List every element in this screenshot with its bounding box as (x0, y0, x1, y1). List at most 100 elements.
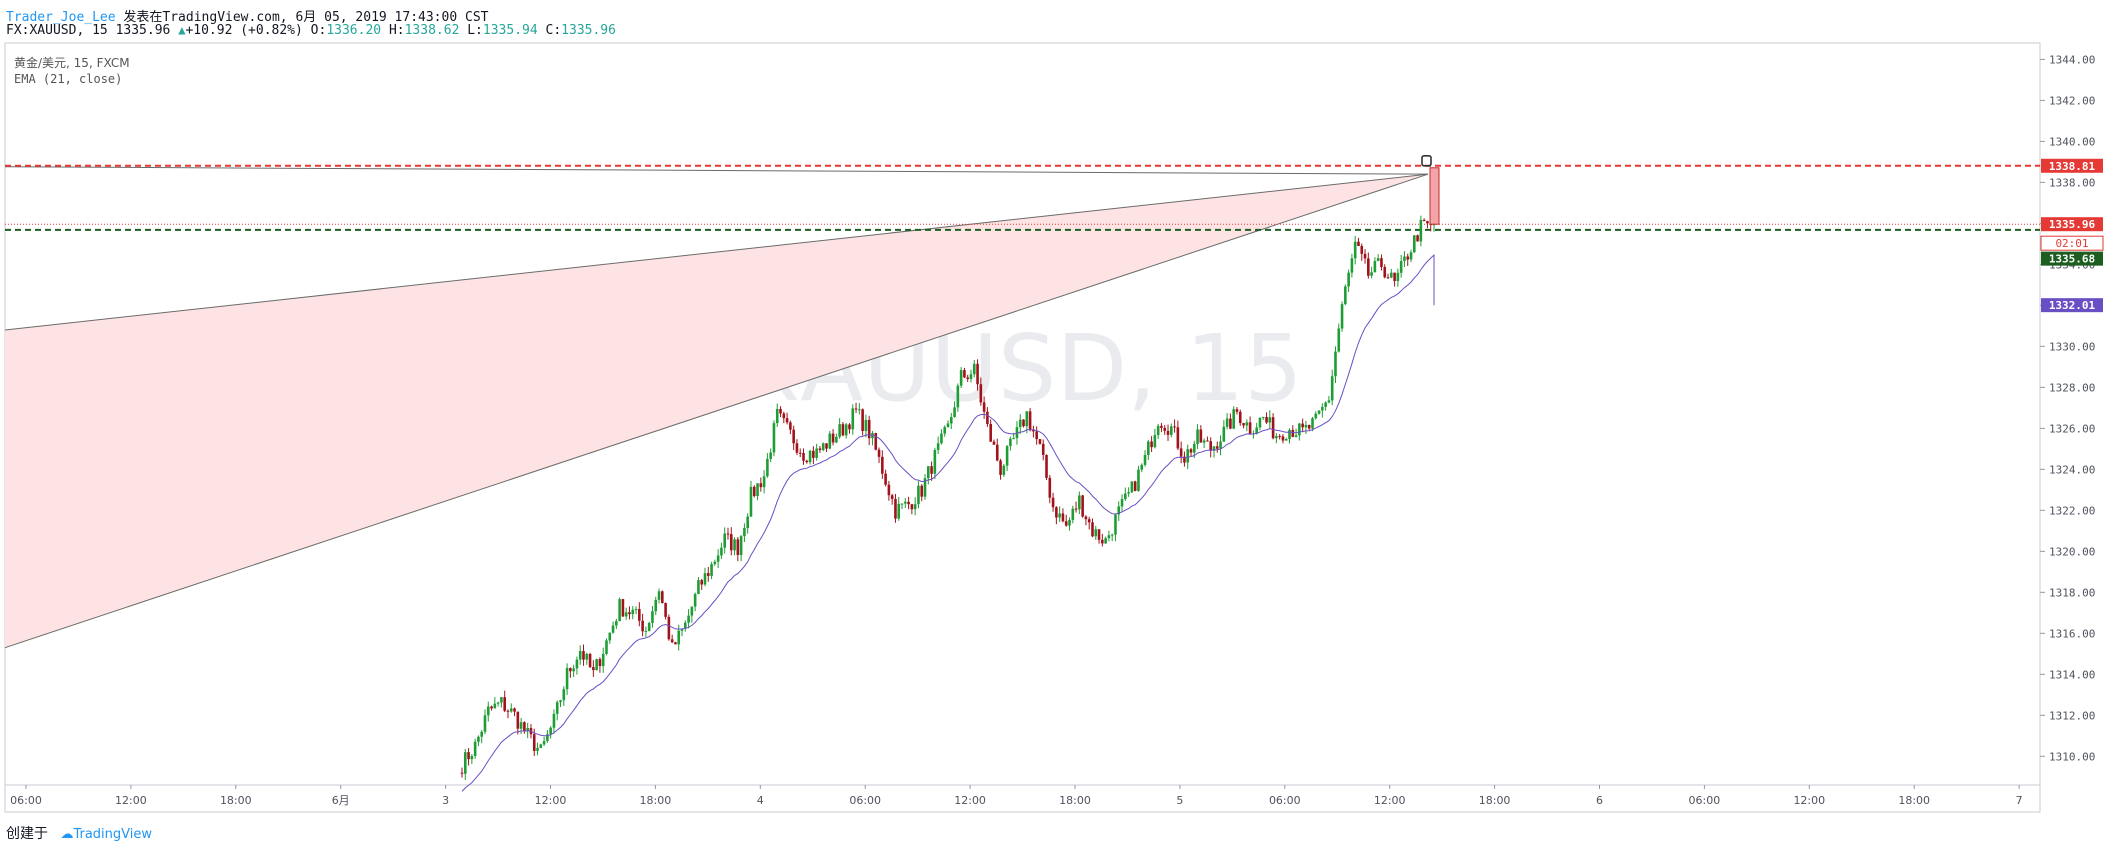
candle-body (1048, 477, 1052, 498)
author-link[interactable]: Trader_Joe_Lee (6, 10, 116, 25)
candle-body (821, 443, 825, 451)
tradingview-icon: ☁ (60, 827, 74, 842)
candle-body (690, 606, 694, 616)
candle-body (1094, 529, 1098, 537)
y-tick-label: 1344.00 (2049, 53, 2095, 66)
y-tick-label: 1314.00 (2049, 668, 2095, 681)
candle-body (621, 599, 625, 617)
candle-body (1176, 427, 1180, 449)
instrument-legend[interactable]: 黄金/美元, 15, FXCM (14, 56, 130, 70)
wedge-top-edge (4, 166, 1429, 175)
candle-body (667, 616, 671, 640)
candle-body (1327, 400, 1331, 403)
candle-body (1015, 427, 1019, 439)
candle-body (723, 533, 727, 548)
high-value: 1338.62 (404, 23, 460, 38)
x-tick-label: 12:00 (535, 794, 567, 807)
candle-body (1018, 419, 1022, 428)
candle-body (1137, 469, 1140, 491)
created-by: 创建于 (6, 826, 48, 842)
candle-body (1114, 514, 1117, 535)
candle-body (624, 612, 628, 617)
candle-body (1196, 429, 1199, 445)
candle-body (1104, 538, 1107, 544)
candle-body (526, 728, 529, 732)
x-tick-label: 18:00 (220, 794, 252, 807)
candle-body (1284, 438, 1288, 441)
candle-body (729, 534, 733, 551)
x-tick-label: 18:00 (1898, 794, 1930, 807)
candle-body (1235, 409, 1239, 412)
candle-body (926, 466, 930, 479)
candle-body (1261, 417, 1265, 419)
candle-body (519, 722, 523, 729)
candle-body (802, 452, 805, 461)
y-tick-label: 1340.00 (2049, 135, 2095, 148)
candle-body (1051, 497, 1055, 508)
candle-body (1005, 446, 1009, 466)
candle-body (1416, 235, 1419, 242)
candle-body (795, 443, 799, 453)
candle-body (1265, 417, 1268, 423)
candle-body (1097, 529, 1101, 540)
candle-body (917, 485, 920, 505)
candle-body (877, 449, 881, 457)
candle-body (575, 659, 579, 669)
candle-body (1409, 252, 1413, 260)
candle-body (1242, 423, 1245, 426)
candle-body (792, 429, 795, 444)
candle-body (1160, 425, 1163, 428)
footer: 创建于 ☁TradingView (6, 823, 152, 843)
candle-body (486, 706, 490, 716)
candle-body (477, 736, 480, 742)
candle-body (841, 424, 845, 436)
candle-body (1169, 426, 1173, 435)
candle-body (923, 478, 927, 497)
candle-body (976, 363, 979, 385)
candle-body (578, 651, 582, 660)
candle-body (1288, 429, 1291, 439)
candle-body (1022, 419, 1025, 427)
candle-body (887, 484, 891, 496)
candle-body (1363, 253, 1367, 259)
candle-body (1002, 465, 1006, 475)
candle-body (1091, 522, 1094, 537)
ema-price-tag-bg (2041, 298, 2103, 313)
support-price-tag-bg (2041, 251, 2103, 266)
price-tags: 1338.81 1335.96 02:01 1335.68 1332.01 (2040, 158, 2104, 313)
candle-body (779, 408, 782, 414)
candle-body (503, 697, 506, 711)
candle-body (532, 734, 536, 751)
candle-body (1432, 224, 1436, 226)
candle-body (647, 622, 651, 631)
x-tick-label: 06:00 (1269, 794, 1301, 807)
x-tick-label: 18:00 (1059, 794, 1091, 807)
candle-body (1150, 441, 1153, 448)
candle-body (854, 408, 858, 410)
candle-body (483, 715, 487, 732)
brand-name: TradingView (73, 827, 152, 842)
tradingview-logo[interactable]: ☁TradingView (60, 827, 152, 842)
candle-body (808, 450, 812, 463)
candle-body (628, 612, 631, 615)
candle-body (913, 504, 917, 510)
x-tick-label: 12:00 (115, 794, 147, 807)
candle-body (867, 419, 871, 439)
candle-body (1147, 441, 1150, 455)
ema-legend[interactable]: EMA (21, close) (14, 72, 123, 86)
candle-body (743, 528, 746, 537)
resistance-price-tag: 1338.81 (2049, 160, 2096, 173)
candle-body (894, 498, 897, 519)
candle-body (1192, 444, 1196, 453)
candle-body (1311, 418, 1314, 429)
candle-body (1084, 516, 1088, 520)
support-price-tag: 1335.68 (2049, 253, 2095, 266)
y-tick-label: 1322.00 (2049, 504, 2095, 517)
candle-body (953, 407, 956, 418)
candle-body (1376, 258, 1380, 262)
candle-body (999, 460, 1002, 475)
candle-body (1061, 513, 1065, 522)
candle-body (644, 630, 648, 632)
candle-body (1419, 219, 1423, 242)
candle-body (523, 722, 526, 732)
